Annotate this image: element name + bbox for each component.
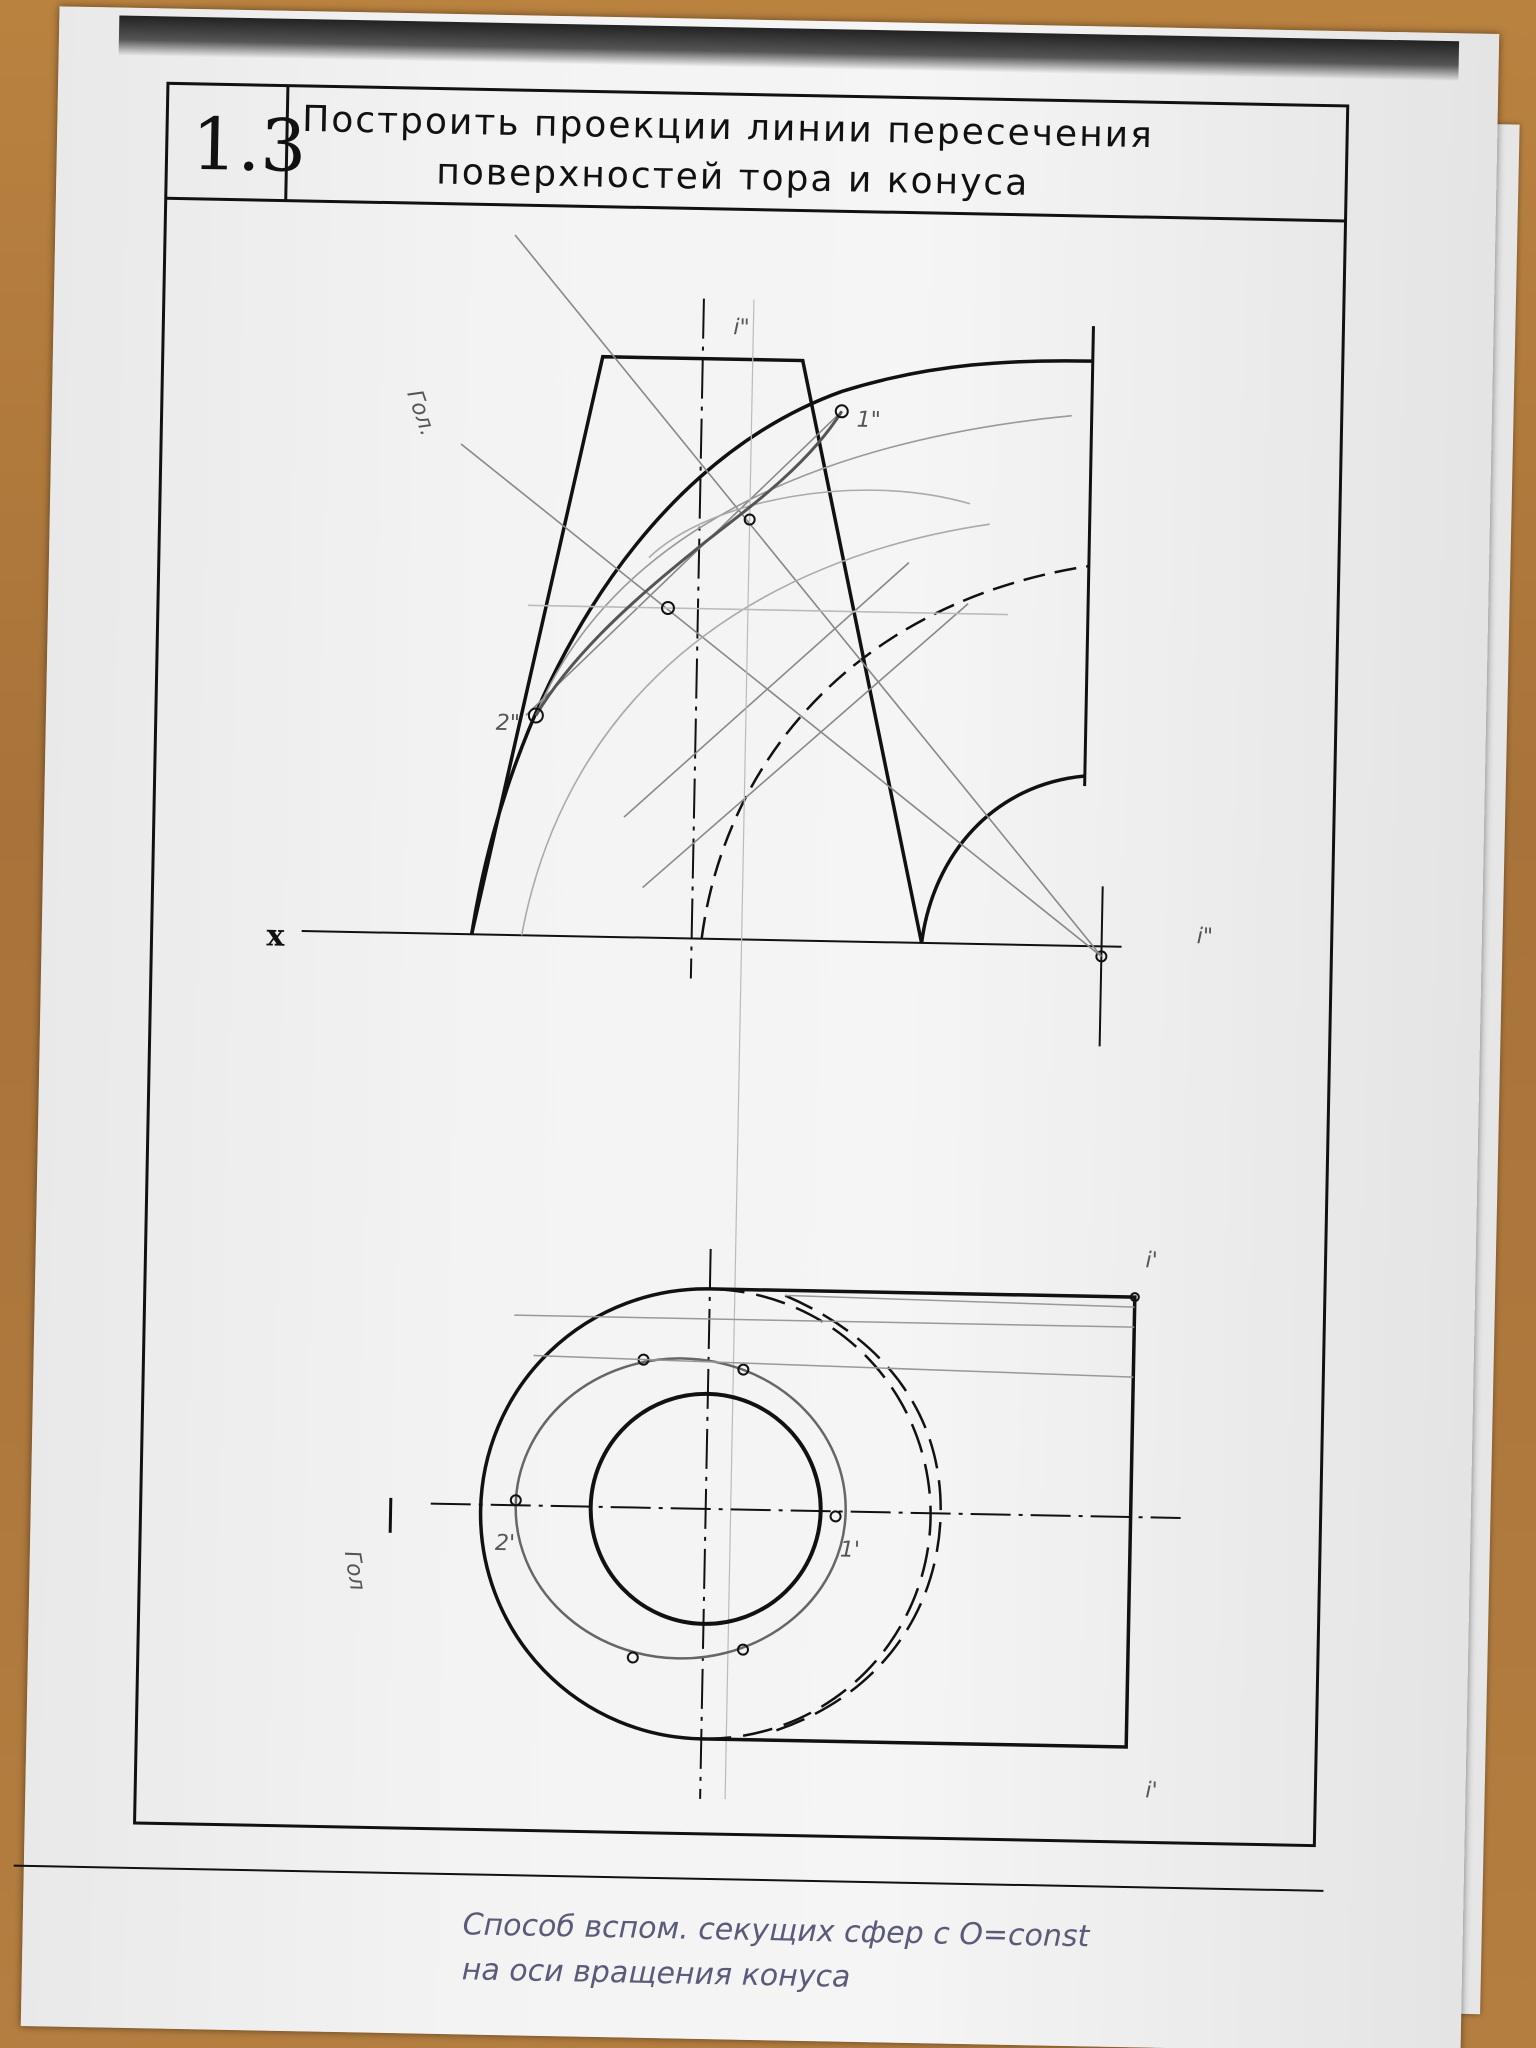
handwritten-note-line1: Способ вспом. секущих сфер с О=const bbox=[462, 1907, 1091, 1954]
torus-right-edge bbox=[1083, 326, 1095, 787]
point-2-top-label: 2' bbox=[495, 1531, 516, 1556]
page-bottom-line bbox=[13, 1864, 1324, 1892]
vertical-axis-top bbox=[699, 1248, 712, 1799]
intersection-curve-front bbox=[534, 410, 844, 717]
plane-label-top: Гол. bbox=[401, 387, 440, 439]
point-top-b bbox=[737, 1363, 750, 1376]
point-2-front-label: 2" bbox=[495, 711, 520, 736]
center-label-front-top: i" bbox=[733, 315, 750, 340]
construction-lines bbox=[460, 234, 1102, 1800]
header-divider bbox=[165, 196, 1346, 223]
center-label-front-right: i" bbox=[1197, 924, 1214, 949]
mid-point-front-2 bbox=[743, 513, 756, 526]
point-1-front-label: 1" bbox=[856, 408, 881, 433]
torus-top-dashed bbox=[776, 1294, 942, 1732]
point-top-d bbox=[736, 1643, 749, 1656]
task-title-line2: поверхностей тора и конуса bbox=[436, 151, 1030, 203]
point-1-top-label: 1' bbox=[840, 1537, 861, 1562]
point-2-top bbox=[509, 1494, 522, 1507]
torus-outer-arc bbox=[469, 359, 1093, 935]
center-label-top-lower: i' bbox=[1145, 1778, 1158, 1803]
center-top-point bbox=[1129, 1292, 1140, 1303]
torus-center-arc bbox=[700, 564, 1090, 939]
number-divider bbox=[284, 85, 290, 201]
handwritten-note-line2: на оси вращения конуса bbox=[461, 1952, 850, 1994]
point-2-front bbox=[527, 707, 544, 724]
task-number: 1.3 bbox=[191, 102, 307, 188]
cone-outline bbox=[469, 354, 924, 944]
mid-point-front bbox=[660, 601, 675, 616]
point-1-front bbox=[834, 404, 849, 419]
outer-frame bbox=[133, 81, 1350, 1848]
x-axis bbox=[301, 930, 1122, 948]
torus-inner-arc bbox=[919, 774, 1085, 944]
torus-center-axis bbox=[1098, 886, 1104, 1047]
torus-top-outline bbox=[478, 1287, 1137, 1749]
plane-trace-top bbox=[388, 1497, 393, 1533]
x-axis-label: x bbox=[266, 918, 286, 953]
cone-axis-front bbox=[689, 298, 705, 979]
point-1-top bbox=[829, 1510, 842, 1523]
top-view bbox=[388, 1248, 1181, 1799]
plane-label-bottom: Гол bbox=[339, 1549, 370, 1592]
horizontal-axis-top bbox=[430, 1502, 1181, 1520]
point-top-c bbox=[626, 1651, 639, 1664]
task-title-line1: Построить проекции линии пересечения bbox=[302, 99, 1154, 156]
torus-top-center-arc bbox=[701, 1287, 932, 1741]
construction-lines-top bbox=[514, 1294, 1135, 1378]
center-label-top-upper: i' bbox=[1145, 1248, 1158, 1273]
cone-top-circle bbox=[588, 1391, 823, 1626]
front-view bbox=[301, 234, 1122, 1800]
torus-center-point bbox=[1095, 950, 1108, 963]
